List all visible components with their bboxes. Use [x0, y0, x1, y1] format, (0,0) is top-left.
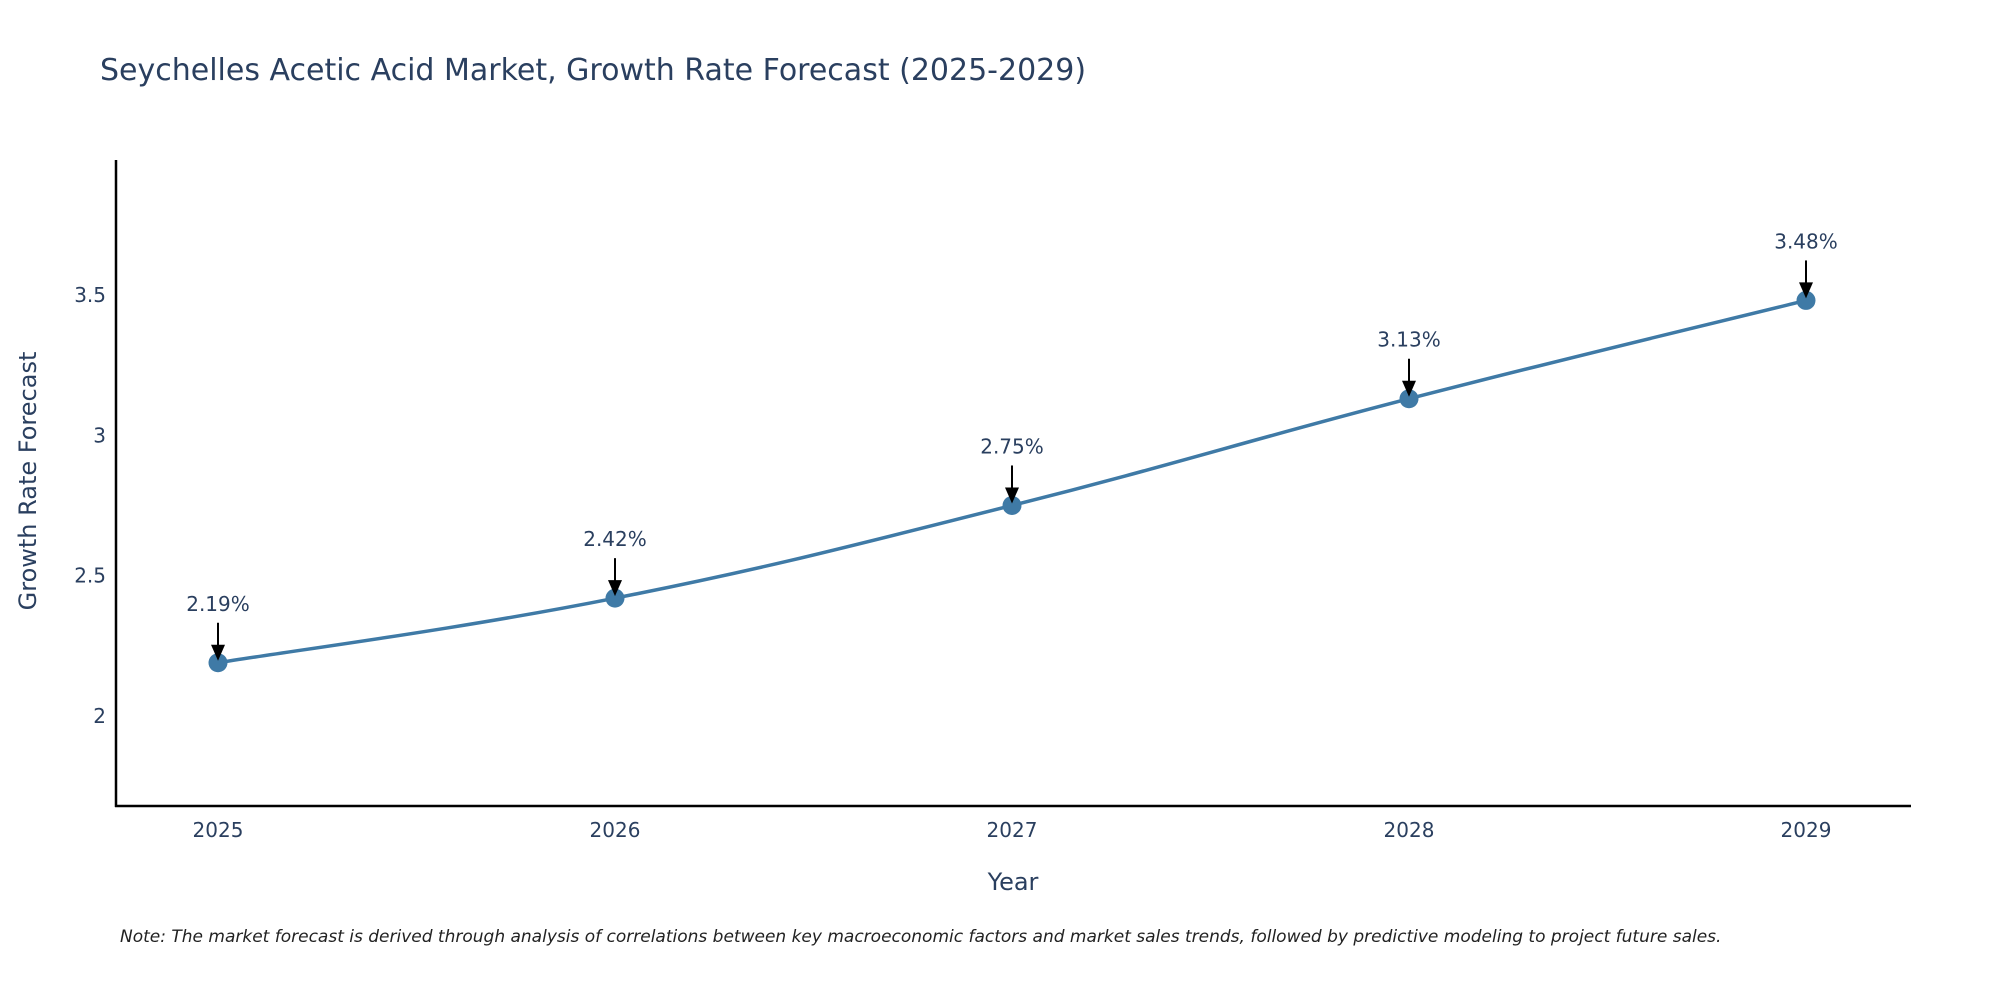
- x-tick-labels: 2025 2026 2027 2028 2029: [193, 818, 1832, 842]
- y-tick-label: 2.5: [74, 564, 106, 588]
- data-point: [1002, 495, 1022, 515]
- y-tick-label: 3.5: [74, 283, 106, 307]
- x-tick-label: 2028: [1384, 818, 1435, 842]
- data-label: 3.13%: [1377, 328, 1441, 352]
- data-label: 2.42%: [583, 527, 647, 551]
- data-markers: [208, 290, 1816, 673]
- x-tick-label: 2025: [193, 818, 244, 842]
- data-annotations: 2.19% 2.42% 2.75% 3.13% 3.48%: [186, 229, 1838, 661]
- y-tick-label: 2: [93, 704, 106, 728]
- annotation-arrow-head: [608, 580, 622, 597]
- annotation-arrow-head: [1005, 487, 1019, 504]
- data-point: [605, 588, 625, 608]
- annotation-arrow-head: [1402, 380, 1416, 397]
- annotation-arrow-head: [1799, 282, 1813, 299]
- y-axis-title: Growth Rate Forecast: [14, 352, 42, 611]
- data-label: 2.19%: [186, 592, 250, 616]
- chart-title: Seychelles Acetic Acid Market, Growth Ra…: [100, 53, 1086, 88]
- x-axis-title: Year: [987, 868, 1039, 896]
- data-point: [208, 653, 228, 673]
- data-label: 3.48%: [1774, 229, 1838, 253]
- data-point: [1399, 389, 1419, 409]
- data-label: 2.75%: [980, 434, 1044, 458]
- y-tick-label: 3: [93, 423, 106, 447]
- x-tick-label: 2026: [590, 818, 641, 842]
- footnote: Note: The market forecast is derived thr…: [120, 927, 1721, 947]
- x-tick-label: 2027: [987, 818, 1038, 842]
- x-tick-label: 2029: [1781, 818, 1832, 842]
- annotation-arrow-head: [211, 644, 225, 661]
- data-point: [1796, 290, 1816, 310]
- plot-area: 2 2.5 3 3.5 2025 2026 2027 2028 2029 2.19% 2.42%…: [74, 160, 1911, 842]
- y-tick-labels: 2 2.5 3 3.5: [74, 283, 106, 728]
